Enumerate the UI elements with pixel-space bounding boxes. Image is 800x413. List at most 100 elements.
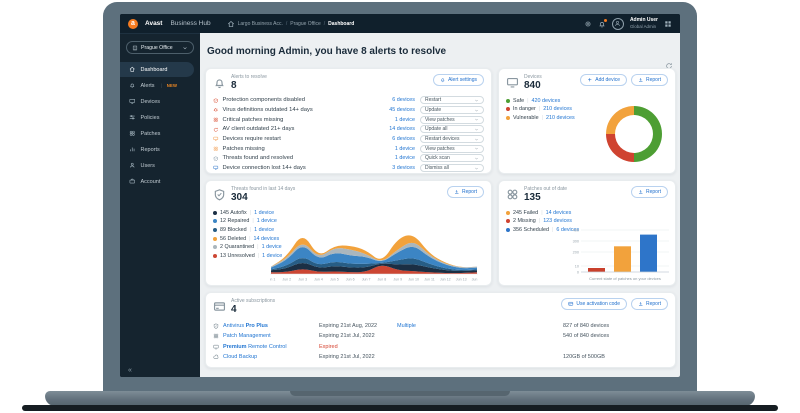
- refresh-icon[interactable]: [665, 57, 673, 69]
- brand-name: Avast: [145, 20, 163, 27]
- alert-action-select[interactable]: Restart devices: [420, 135, 484, 144]
- legend-devices-link[interactable]: 6 devices: [556, 226, 580, 233]
- alert-devices-link[interactable]: 45 devices: [389, 107, 415, 114]
- apps-grid-icon[interactable]: [664, 20, 672, 28]
- alert-label: Protection components disabled: [222, 97, 306, 104]
- alert-action-select[interactable]: View patches: [420, 144, 484, 153]
- legend-devices-link[interactable]: 1 device: [254, 226, 275, 233]
- notifications-icon[interactable]: [598, 18, 607, 28]
- breadcrumb-item[interactable]: Largo Business Acc.: [237, 20, 283, 27]
- breadcrumb-item[interactable]: Prague Office: [290, 20, 321, 27]
- main-content: Good morning Admin, you have 8 alerts to…: [200, 33, 680, 377]
- legend-devices-link[interactable]: 210 devices: [543, 106, 572, 113]
- legend-row: 12 Repaired | 1 device: [213, 217, 484, 226]
- monitor-icon: [213, 136, 219, 142]
- svg-text:Jun 10: Jun 10: [408, 278, 419, 282]
- alert-action-select[interactable]: Update: [420, 106, 484, 115]
- chevron-down-icon: [474, 108, 479, 113]
- legend-row: Vulnerable | 210 devices: [506, 114, 668, 123]
- subscription-name-link[interactable]: Cloud Backup: [223, 354, 258, 361]
- svg-text:Jun 3: Jun 3: [298, 278, 307, 282]
- legend-dot: [213, 210, 217, 215]
- refresh-icon: [213, 127, 219, 133]
- legend-devices-link[interactable]: 14 devices: [545, 209, 572, 216]
- bell-icon: [129, 82, 136, 89]
- shield-icon: [213, 156, 219, 162]
- alert-action-select[interactable]: Restart: [420, 96, 484, 105]
- subscription-row: Cloud Backup Expiring 21st Jul, 2022 120GB…: [213, 352, 668, 363]
- alert-settings-button[interactable]: Alert settings: [433, 74, 484, 86]
- subscription-expiry: Expired: [319, 343, 338, 350]
- breadcrumb-item[interactable]: Dashboard: [328, 20, 355, 27]
- patches-count: 135: [524, 192, 541, 203]
- alert-devices-link[interactable]: 3 devices: [392, 165, 415, 172]
- chevron-down-icon: [182, 45, 188, 51]
- user-block[interactable]: Admin User Global Admin: [630, 17, 658, 29]
- legend-devices-link[interactable]: 123 devices: [543, 218, 572, 225]
- shield-icon: [213, 188, 226, 201]
- subscription-usage: 827 of 840 devices: [563, 322, 610, 329]
- legend-devices-link[interactable]: 1 device: [254, 209, 275, 216]
- breadcrumb: Largo Business Acc. / Prague Office / Dashbo…: [227, 20, 355, 28]
- alert-action-select[interactable]: View patches: [420, 115, 484, 124]
- alert-devices-link[interactable]: 1 device: [394, 145, 415, 152]
- patches-icon: [213, 333, 219, 339]
- subscriptions-report-button[interactable]: Report: [630, 298, 668, 310]
- svg-text:Jun 11: Jun 11: [424, 278, 435, 282]
- threats-report-button[interactable]: Report: [446, 186, 484, 198]
- sidebar-item-label: Reports: [140, 146, 160, 153]
- devices-report-button[interactable]: Report: [630, 74, 668, 86]
- alert-action-value: Update: [425, 107, 442, 114]
- sidebar-item-account[interactable]: Account: [120, 174, 194, 189]
- laptop-base-notch: [290, 391, 510, 396]
- legend-label: 56 Deleted: [220, 235, 247, 242]
- sidebar-item-dashboard[interactable]: Dashboard: [120, 62, 194, 77]
- chevron-down-icon: [474, 98, 479, 103]
- legend-devices-link[interactable]: 420 devices: [531, 97, 561, 104]
- sidebar-item-reports[interactable]: Reports: [120, 142, 194, 157]
- add-device-button[interactable]: Add device: [580, 74, 627, 86]
- subscription-name-link[interactable]: Premium Remote Control: [223, 343, 287, 350]
- alert-action-select[interactable]: Quick scan: [420, 154, 484, 163]
- briefcase-icon: [129, 178, 136, 185]
- alert-devices-link[interactable]: 6 devices: [392, 136, 415, 143]
- sidebar-item-policies[interactable]: Policies: [120, 110, 194, 125]
- use-activation-code-button[interactable]: Use activation code: [561, 298, 627, 310]
- svg-text:Jun 6: Jun 6: [346, 278, 355, 282]
- subscription-multiple-link[interactable]: Multiple: [397, 322, 416, 329]
- avatar[interactable]: [611, 17, 624, 30]
- user-icon: [614, 20, 621, 27]
- threats-card-title: Threats found in last 14 days: [231, 186, 296, 192]
- sidebar-item-alerts[interactable]: Alerts | NEW: [120, 78, 194, 93]
- legend-devices-link[interactable]: 1 device: [256, 218, 277, 225]
- alert-action-select[interactable]: Dismiss all: [420, 164, 484, 173]
- alert-devices-link[interactable]: 1 device: [394, 155, 415, 162]
- sidebar-item-devices[interactable]: Devices: [120, 94, 194, 109]
- legend-label: 89 Blocked: [220, 226, 247, 233]
- subscription-name-link[interactable]: Antivirus Pro Plus: [223, 322, 268, 329]
- legend-row: 145 Autofix | 1 device: [213, 209, 484, 218]
- devices-count: 840: [524, 80, 541, 91]
- legend-devices-link[interactable]: 1 device: [261, 244, 282, 251]
- legend-devices-link[interactable]: 210 devices: [545, 114, 575, 121]
- sidebar: Prague Office Dashboard Alerts | NEW Devices…: [120, 33, 200, 377]
- gear-icon[interactable]: [584, 20, 592, 28]
- monitor-icon: [213, 344, 219, 350]
- subscription-name-link[interactable]: Patch Management: [223, 333, 271, 340]
- patches-icon: [213, 117, 219, 123]
- subscription-usage: 120GB of 500GB: [563, 354, 605, 361]
- alert-devices-link[interactable]: 1 device: [394, 116, 415, 123]
- legend-separator: |: [257, 244, 259, 251]
- alert-devices-link[interactable]: 6 devices: [392, 97, 415, 104]
- sidebar-item-users[interactable]: Users: [120, 158, 194, 173]
- legend-dot: [506, 227, 510, 232]
- collapse-sidebar-button[interactable]: «: [128, 367, 132, 374]
- alert-devices-link[interactable]: 14 devices: [389, 126, 415, 133]
- legend-devices-link[interactable]: 14 devices: [253, 235, 280, 242]
- legend-devices-link[interactable]: 1 device: [262, 252, 283, 259]
- legend-row: In danger | 210 devices: [506, 105, 668, 114]
- org-selector[interactable]: Prague Office: [126, 41, 194, 54]
- alert-action-select[interactable]: Update all: [420, 125, 484, 134]
- sidebar-item-patches[interactable]: Patches: [120, 126, 194, 141]
- patches-report-button[interactable]: Report: [630, 186, 668, 198]
